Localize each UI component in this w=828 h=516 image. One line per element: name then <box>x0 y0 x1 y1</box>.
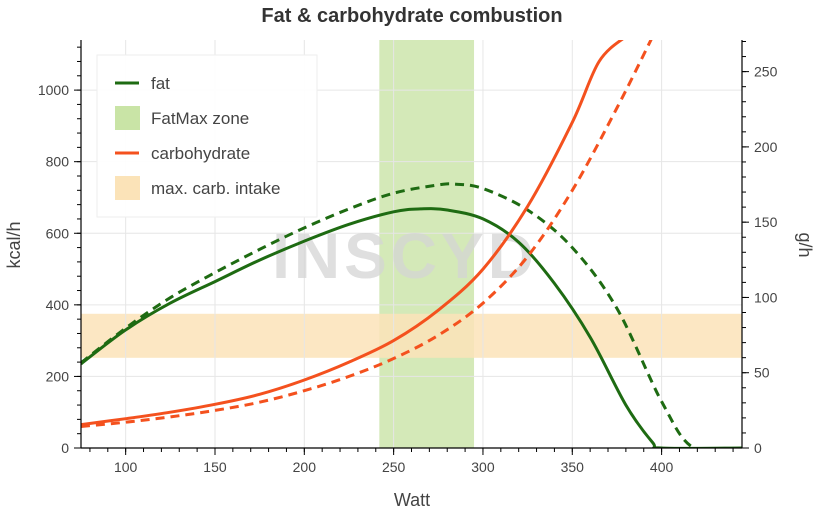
series-line-fat <box>81 207 742 448</box>
y-axis-left-label: kcal/h <box>4 221 24 268</box>
x-tick-label: 100 <box>114 459 138 475</box>
y-right-tick-label: 0 <box>754 440 762 456</box>
legend-swatch-fatmax-zone <box>115 106 140 130</box>
y-right-tick-label: 150 <box>754 214 778 230</box>
legend-label-max-carb-intake: max. carb. intake <box>151 179 280 198</box>
y-left-tick-label: 1000 <box>38 82 69 98</box>
legend-label-carbohydrate: carbohydrate <box>151 144 250 163</box>
band-max-carb-intake <box>81 313 742 358</box>
series-line-carbohydrate-dashed <box>81 40 653 428</box>
y-left-tick-label: 800 <box>46 154 70 170</box>
x-tick-label: 200 <box>293 459 317 475</box>
y-right-tick-label: 100 <box>754 289 778 305</box>
x-tick-label: 300 <box>471 459 495 475</box>
y-left-tick-label: 0 <box>61 440 69 456</box>
chart-title: Fat & carbohydrate combustion <box>261 5 562 27</box>
x-tick-label: 150 <box>203 459 227 475</box>
series-layer <box>81 40 742 448</box>
legend-label-fat: fat <box>151 74 170 93</box>
axes-layer: 100 150 200 250 300 350 400 0 200 400 600 800 1000 0 5… <box>38 40 778 475</box>
series-line-fat-dashed <box>81 182 742 448</box>
legend-swatch-max-carb-intake <box>115 176 140 200</box>
y-left-tick-label: 400 <box>46 297 70 313</box>
x-tick-label: 350 <box>561 459 585 475</box>
x-tick-label: 250 <box>382 459 406 475</box>
x-tick-label: 400 <box>650 459 674 475</box>
watermark: INSCYD <box>272 220 538 292</box>
y-right-tick-label: 200 <box>754 139 778 155</box>
y-right-tick-label: 50 <box>754 365 770 381</box>
y-left-tick-label: 200 <box>46 368 70 384</box>
x-axis-label: Watt <box>394 490 430 510</box>
y-right-tick-label: 250 <box>754 64 778 80</box>
y-left-tick-label: 600 <box>46 225 70 241</box>
series-line-carbohydrate <box>81 40 624 427</box>
legend: fat FatMax zone carbohydrate max. carb. int… <box>96 54 318 218</box>
y-axis-right-label: g/h <box>795 232 815 257</box>
band-fatmax-zone <box>379 40 475 448</box>
legend-label-fatmax-zone: FatMax zone <box>151 109 249 128</box>
